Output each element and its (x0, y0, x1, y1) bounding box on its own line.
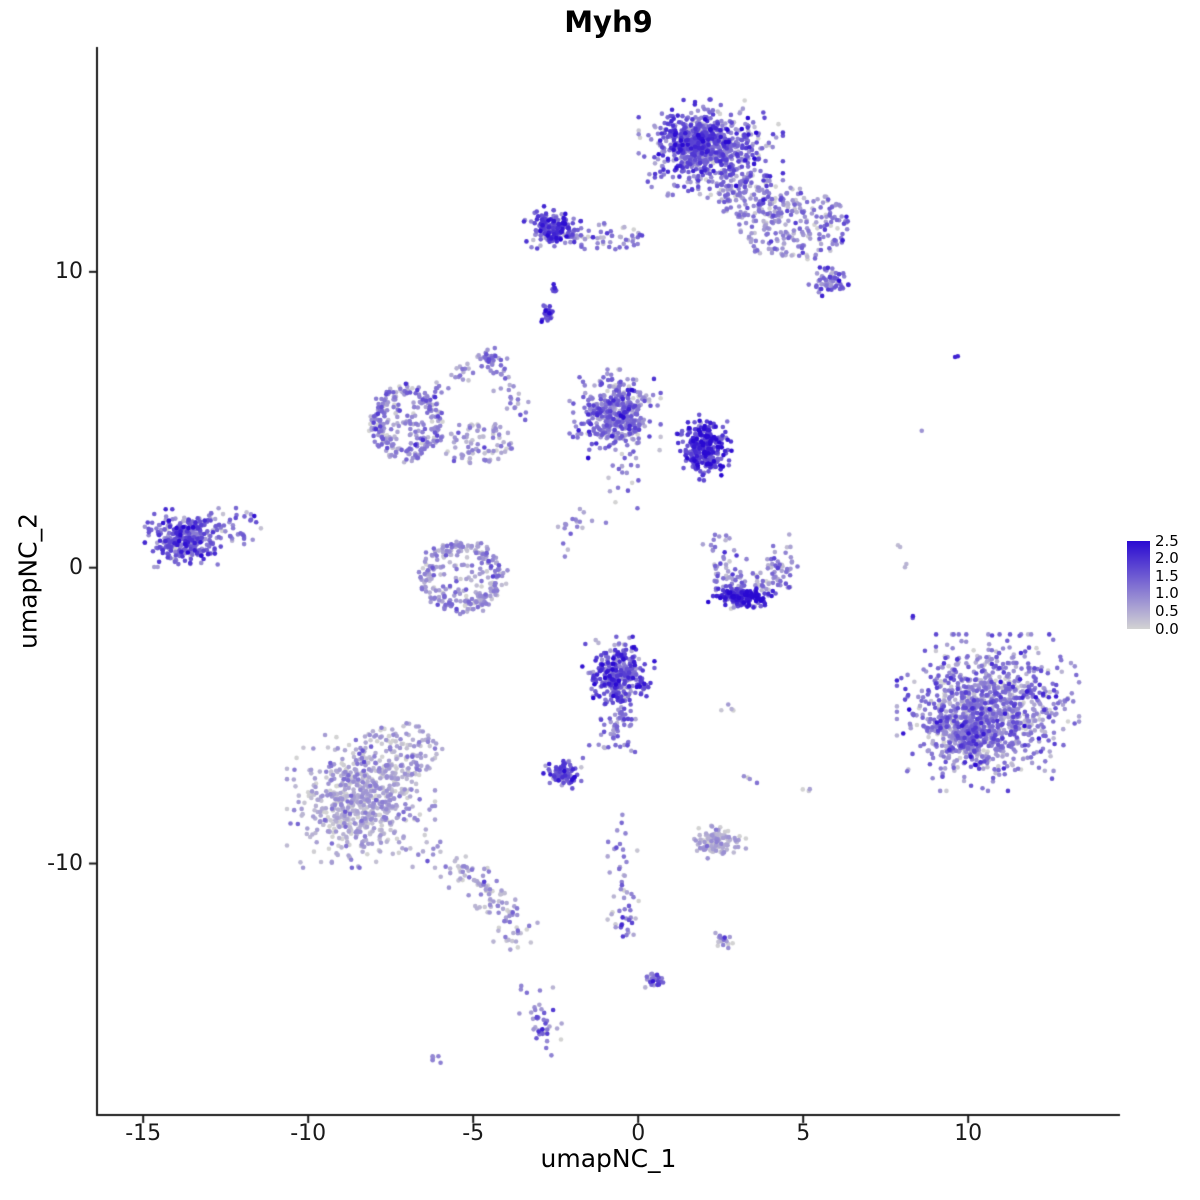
x-tick-label: -5 (462, 1121, 485, 1146)
y-tick-label: 0 (69, 554, 83, 580)
y-axis-label: umapNC_2 (13, 513, 43, 649)
colorbar-tick-label: 2.0 (1155, 549, 1179, 568)
x-tick-label: 5 (796, 1121, 811, 1146)
x-tick-label: 0 (631, 1121, 646, 1146)
x-axis-label: umapNC_1 (540, 1144, 677, 1173)
colorbar-tick-label: 0.0 (1155, 619, 1179, 638)
colorbar-tick-label: 1.5 (1155, 566, 1179, 585)
x-tick-label: -10 (290, 1121, 327, 1146)
y-tick-label: 10 (55, 258, 83, 284)
plot-title: Myh9 (564, 5, 653, 39)
colorbar-tick-label: 0.5 (1155, 601, 1179, 620)
y-tick-label: -10 (47, 850, 83, 876)
x-tick-label: -15 (125, 1121, 162, 1146)
colorbar-gradient (1127, 541, 1150, 629)
colorbar-tick-label: 2.5 (1155, 531, 1179, 550)
colorbar-tick-label: 1.0 (1155, 584, 1179, 603)
x-tick-label: 10 (954, 1121, 983, 1146)
